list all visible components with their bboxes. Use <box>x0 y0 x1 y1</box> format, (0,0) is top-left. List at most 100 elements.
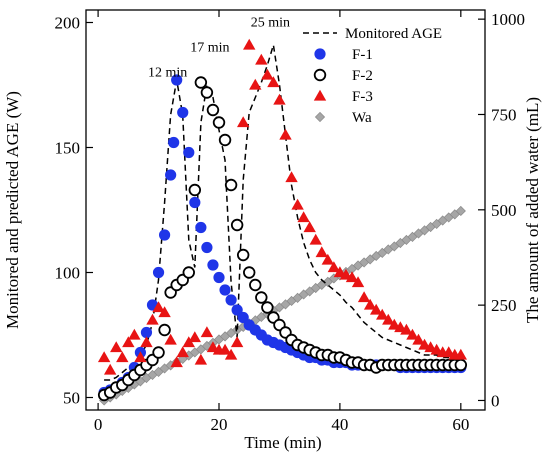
data-point-f-3 <box>327 261 341 273</box>
data-point-f-3 <box>170 356 183 368</box>
data-point-f-1 <box>237 311 249 324</box>
y-axis-title-right: The amount of added water (mL) <box>523 97 542 323</box>
data-point-f-3 <box>188 331 202 343</box>
data-point-f-3 <box>97 351 111 363</box>
data-point-f-2 <box>454 358 468 372</box>
peak-annotation: 17 min <box>190 41 229 56</box>
data-point-f-3 <box>224 348 238 360</box>
data-point-f-3 <box>267 76 280 88</box>
data-point-f-3 <box>321 253 335 265</box>
data-point-f-3 <box>357 291 371 303</box>
data-point-f-1 <box>225 294 237 306</box>
x-axis-title: Time (min) <box>244 433 321 452</box>
data-point-f-2 <box>206 103 220 117</box>
series-f-3 <box>97 38 468 375</box>
data-point-f-3 <box>140 336 153 348</box>
data-point-f-3 <box>291 198 304 210</box>
data-point-f-3 <box>103 363 117 375</box>
legend-swatch-marker <box>314 48 326 60</box>
plot-layer <box>97 38 468 406</box>
data-point-f-1 <box>231 304 243 316</box>
data-point-f-3 <box>152 301 165 313</box>
x-tick-label: 40 <box>331 415 348 434</box>
data-point-f-1 <box>168 136 180 149</box>
legend-label: Monitored AGE <box>345 26 442 42</box>
data-point-f-1 <box>158 229 171 241</box>
data-point-f-3 <box>382 313 395 325</box>
data-point-f-1 <box>195 221 207 234</box>
legend-swatch-marker <box>313 68 327 82</box>
x-tick-label: 20 <box>211 415 228 434</box>
x-tick-label: 60 <box>452 415 469 434</box>
series-line-monitored-age <box>104 44 462 381</box>
y-right-tick-label: 500 <box>491 201 517 220</box>
y-right-tick-label: 0 <box>491 391 500 410</box>
data-point-f-3 <box>164 333 177 345</box>
y-left-tick-label: 200 <box>55 14 81 33</box>
peak-annotation: 12 min <box>148 66 187 81</box>
legend-label: F-2 <box>352 68 373 84</box>
data-point-f-3 <box>303 221 316 233</box>
data-point-f-3 <box>146 313 159 325</box>
data-point-f-3 <box>400 323 413 335</box>
axis-layer: 0 20 40 60 50 100 150 200 0 250 500 750 1000 <box>55 10 525 434</box>
data-point-f-3 <box>454 348 468 360</box>
data-point-f-2 <box>243 266 256 279</box>
data-point-f-3 <box>249 78 262 90</box>
data-point-f-3 <box>182 336 195 348</box>
data-point-f-3 <box>285 171 298 183</box>
y-right-tick-label: 250 <box>491 296 517 315</box>
data-point-f-3 <box>376 308 389 320</box>
x-tick-label: 0 <box>94 415 103 434</box>
data-point-f-3 <box>200 326 214 338</box>
data-point-f-1 <box>183 146 195 159</box>
data-point-f-3 <box>158 306 171 318</box>
data-point-f-2 <box>249 278 262 292</box>
data-point-f-2 <box>194 76 208 89</box>
data-point-f-2 <box>200 86 214 99</box>
series-monitored-age <box>104 44 462 381</box>
data-point-f-2 <box>255 291 268 304</box>
data-point-f-3 <box>297 211 310 223</box>
data-point-f-3 <box>351 276 365 288</box>
data-point-f-3 <box>261 68 274 80</box>
data-point-f-3 <box>194 353 208 365</box>
data-point-f-3 <box>176 346 189 358</box>
data-point-f-1 <box>140 326 153 339</box>
data-point-f-1 <box>189 196 201 209</box>
legend-label: Wa <box>352 110 372 126</box>
data-point-f-3 <box>369 303 383 315</box>
data-point-f-2 <box>218 133 232 147</box>
data-point-f-2 <box>230 218 244 232</box>
data-point-f-3 <box>273 93 286 105</box>
data-point-f-1 <box>177 106 189 119</box>
data-point-f-3 <box>255 53 268 65</box>
data-point-f-3 <box>243 38 256 50</box>
data-point-f-3 <box>412 333 425 345</box>
y-axis-title-left: Monitored and predicted AGE (W) <box>3 91 22 329</box>
peak-annotation: 25 min <box>251 16 290 31</box>
legend-swatch-marker <box>313 89 327 101</box>
data-point-f-2 <box>261 301 274 314</box>
data-point-f-2 <box>212 116 226 129</box>
data-point-f-1 <box>165 169 177 181</box>
data-point-f-1 <box>207 259 219 271</box>
data-point-f-3 <box>309 233 322 245</box>
data-point-f-3 <box>315 246 328 258</box>
data-point-f-3 <box>122 336 135 348</box>
data-point-f-3 <box>134 351 147 363</box>
data-point-f-3 <box>116 351 129 363</box>
data-point-f-3 <box>230 336 244 348</box>
data-point-f-1 <box>213 271 225 284</box>
data-point-f-2 <box>224 178 238 192</box>
data-point-f-2 <box>152 346 165 359</box>
data-point-f-1 <box>152 266 165 279</box>
y-right-tick-label: 1000 <box>491 10 525 29</box>
data-point-f-3 <box>279 128 292 140</box>
data-point-f-1 <box>219 284 231 296</box>
data-point-f-2 <box>158 323 171 337</box>
data-point-f-3 <box>218 343 232 355</box>
